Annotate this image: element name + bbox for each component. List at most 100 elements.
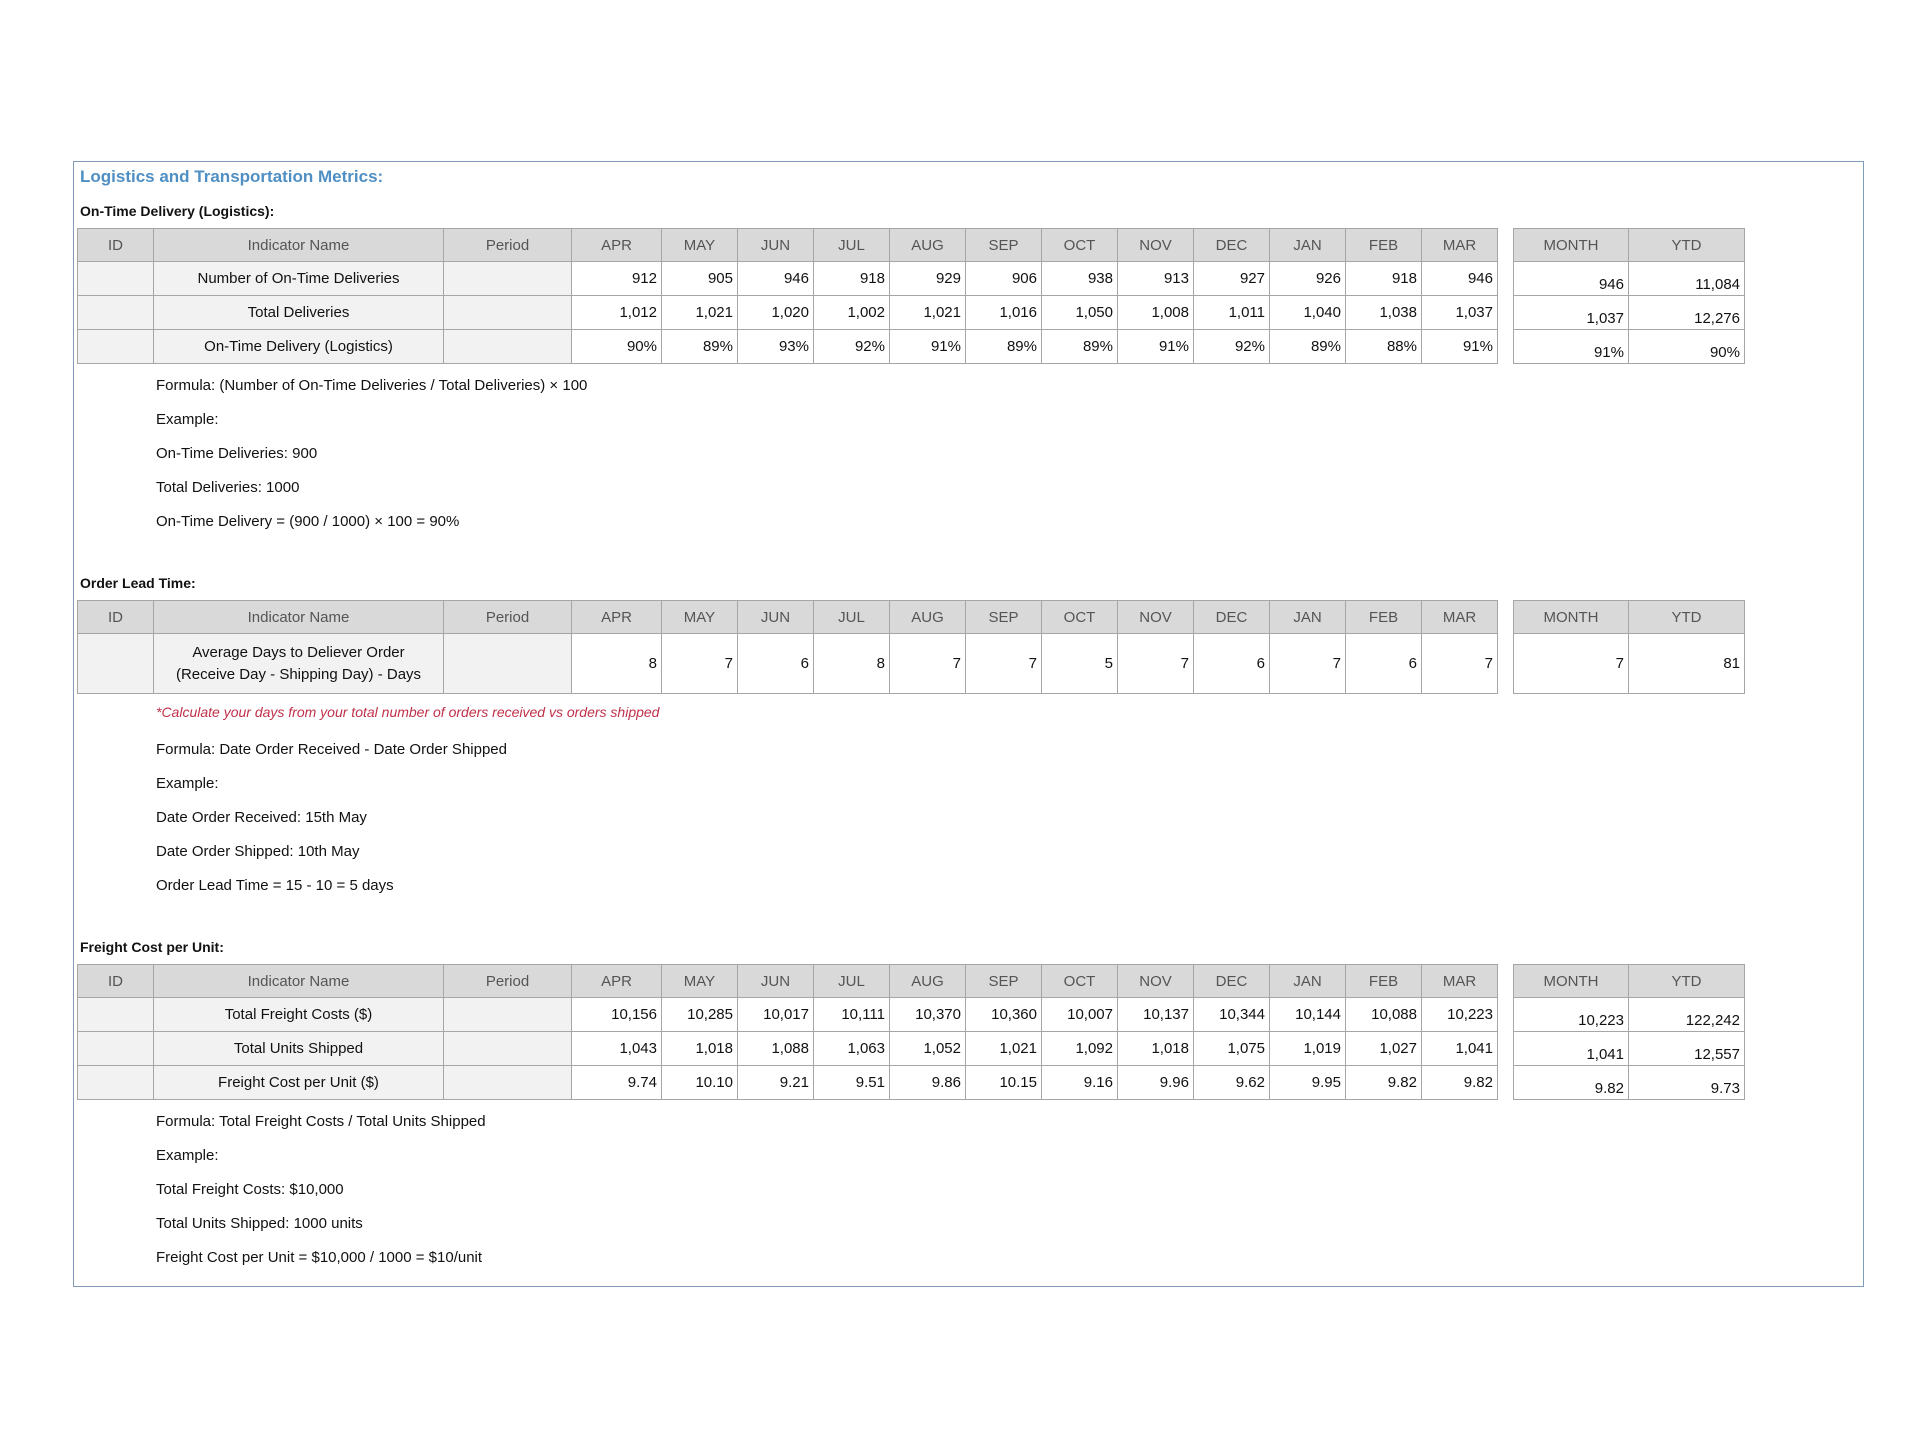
value-cell: 7 — [965, 633, 1042, 694]
formula-text: Formula: Date Order Received - Date Orde… — [156, 741, 507, 758]
value-cell: 10,285 — [661, 997, 738, 1032]
indicator-name: On-Time Delivery (Logistics) — [153, 329, 444, 364]
value-cell: 7 — [1117, 633, 1194, 694]
value-cell: 6 — [737, 633, 814, 694]
value-cell: 89% — [1041, 329, 1118, 364]
header-month: JUL — [813, 228, 890, 262]
example-line: Date Order Received: 15th May — [156, 809, 367, 826]
value-cell: 1,002 — [813, 295, 890, 330]
id-cell — [77, 997, 154, 1032]
summary-row: 91% 90% — [1513, 329, 1745, 364]
value-cell: 10,111 — [813, 997, 890, 1032]
ytd-value: 122,242 — [1628, 997, 1745, 1032]
value-cell: 1,027 — [1345, 1031, 1422, 1066]
value-cell: 929 — [889, 261, 966, 296]
value-cell: 10,223 — [1421, 997, 1498, 1032]
page-title: Logistics and Transportation Metrics: — [80, 167, 384, 186]
table-header-row: ID Indicator Name Period APR MAY JUN JUL… — [77, 228, 1498, 262]
value-cell: 91% — [1117, 329, 1194, 364]
indicator-name: Freight Cost per Unit ($) — [153, 1065, 444, 1100]
header-period: Period — [443, 964, 572, 998]
summary-row: 7 81 — [1513, 633, 1745, 694]
header-month: NOV — [1117, 964, 1194, 998]
value-cell: 10,137 — [1117, 997, 1194, 1032]
value-cell: 918 — [1345, 261, 1422, 296]
header-month: JAN — [1269, 600, 1346, 634]
value-cell: 913 — [1117, 261, 1194, 296]
value-cell: 918 — [813, 261, 890, 296]
value-cell: 93% — [737, 329, 814, 364]
value-cell: 10,344 — [1193, 997, 1270, 1032]
header-period: Period — [443, 228, 572, 262]
value-cell: 1,019 — [1269, 1031, 1346, 1066]
header-period: Period — [443, 600, 572, 634]
example-label: Example: — [156, 1147, 219, 1164]
table-row: Freight Cost per Unit ($) 9.74 10.10 9.2… — [77, 1065, 1498, 1100]
ytd-value: 90% — [1628, 329, 1745, 364]
value-cell: 1,021 — [889, 295, 966, 330]
value-cell: 91% — [1421, 329, 1498, 364]
id-cell — [77, 295, 154, 330]
header-month: APR — [571, 600, 662, 634]
value-cell: 89% — [1269, 329, 1346, 364]
value-cell: 1,018 — [1117, 1031, 1194, 1066]
freight-cost-table: ID Indicator Name Period APR MAY JUN JUL… — [77, 964, 1498, 1100]
value-cell: 905 — [661, 261, 738, 296]
value-cell: 89% — [965, 329, 1042, 364]
value-cell: 8 — [813, 633, 890, 694]
indicator-name-line: Average Days to Deliever Order — [192, 643, 405, 661]
period-cell — [443, 633, 572, 694]
value-cell: 10.10 — [661, 1065, 738, 1100]
example-line: On-Time Deliveries: 900 — [156, 445, 318, 462]
value-cell: 946 — [1421, 261, 1498, 296]
summary-row: 10,223 122,242 — [1513, 997, 1745, 1032]
header-month: MAR — [1421, 600, 1498, 634]
value-cell: 10,088 — [1345, 997, 1422, 1032]
value-cell: 9.16 — [1041, 1065, 1118, 1100]
value-cell: 89% — [661, 329, 738, 364]
value-cell: 10,007 — [1041, 997, 1118, 1032]
table-header-row: ID Indicator Name Period APR MAY JUN JUL… — [77, 964, 1498, 998]
header-month: AUG — [889, 964, 966, 998]
example-line: Date Order Shipped: 10th May — [156, 843, 360, 860]
value-cell: 10,360 — [965, 997, 1042, 1032]
indicator-name: Total Freight Costs ($) — [153, 997, 444, 1032]
header-month: SEP — [965, 228, 1042, 262]
indicator-name: Total Deliveries — [153, 295, 444, 330]
value-cell: 1,016 — [965, 295, 1042, 330]
freight-cost-summary-table: MONTH YTD 10,223 122,242 1,041 12,557 9.… — [1513, 964, 1745, 1100]
indicator-name: Number of On-Time Deliveries — [153, 261, 444, 296]
value-cell: 1,052 — [889, 1031, 966, 1066]
summary-row: 1,037 12,276 — [1513, 295, 1745, 330]
period-cell — [443, 295, 572, 330]
value-cell: 1,041 — [1421, 1031, 1498, 1066]
value-cell: 1,075 — [1193, 1031, 1270, 1066]
value-cell: 906 — [965, 261, 1042, 296]
month-value: 1,037 — [1513, 295, 1629, 330]
id-cell — [77, 261, 154, 296]
table-row: Average Days to Deliever Order (Receive … — [77, 633, 1498, 694]
header-month: JUN — [737, 228, 814, 262]
ytd-value: 12,557 — [1628, 1031, 1745, 1066]
period-cell — [443, 997, 572, 1032]
summary-header-row: MONTH YTD — [1513, 964, 1745, 998]
header-month: JAN — [1269, 228, 1346, 262]
month-value: 9.82 — [1513, 1065, 1629, 1100]
value-cell: 7 — [1269, 633, 1346, 694]
value-cell: 7 — [889, 633, 966, 694]
month-value: 10,223 — [1513, 997, 1629, 1032]
value-cell: 1,011 — [1193, 295, 1270, 330]
value-cell: 88% — [1345, 329, 1422, 364]
header-month: JUL — [813, 600, 890, 634]
summary-row: 1,041 12,557 — [1513, 1031, 1745, 1066]
indicator-name: Total Units Shipped — [153, 1031, 444, 1066]
value-cell: 9.51 — [813, 1065, 890, 1100]
value-cell: 90% — [571, 329, 662, 364]
value-cell: 9.82 — [1345, 1065, 1422, 1100]
period-cell — [443, 261, 572, 296]
header-id: ID — [77, 228, 154, 262]
value-cell: 9.86 — [889, 1065, 966, 1100]
header-month: JUL — [813, 964, 890, 998]
month-value: 7 — [1513, 633, 1629, 694]
header-month: NOV — [1117, 228, 1194, 262]
